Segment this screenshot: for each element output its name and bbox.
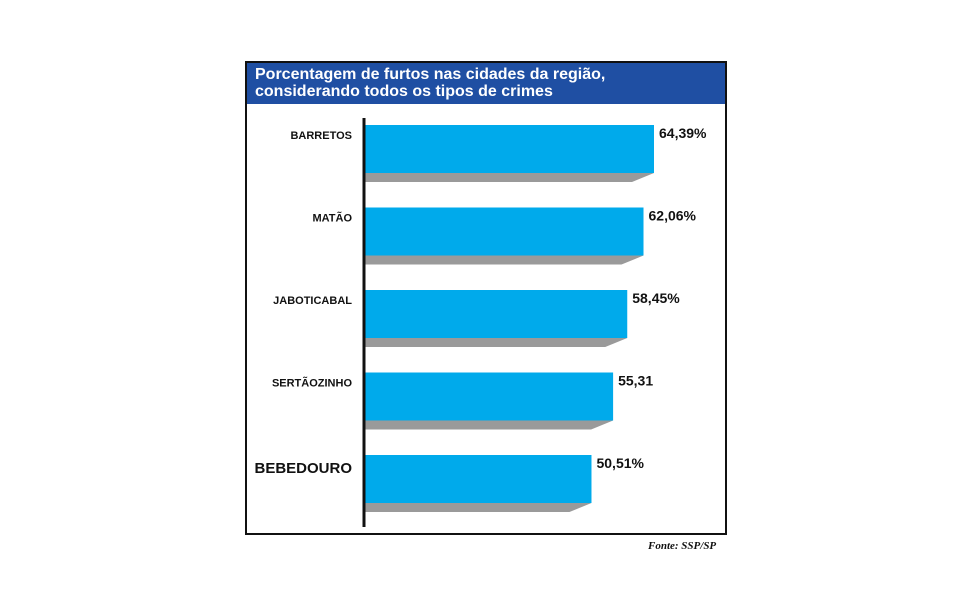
value-label: 58,45%	[632, 290, 680, 306]
bar	[364, 290, 628, 338]
category-label: BEBEDOURO	[254, 460, 352, 477]
category-label: MATÃO	[312, 212, 352, 225]
value-label: 50,51%	[596, 455, 644, 471]
bar	[364, 125, 655, 173]
bar-shadow	[364, 503, 592, 512]
bar-shadow	[364, 420, 614, 430]
category-label: JABOTICABAL	[273, 295, 352, 307]
value-label: 64,39%	[659, 125, 707, 141]
bar-shadow	[364, 173, 655, 182]
value-label: 62,06%	[649, 208, 697, 224]
chart-title: Porcentagem de furtos nas cidades da reg…	[255, 66, 606, 83]
source-note: Fonte: SSP/SP	[648, 540, 717, 552]
chart-subtitle: considerando todos os tipos de crimes	[255, 83, 553, 100]
category-label: SERTÃOZINHO	[272, 377, 353, 390]
bar	[364, 455, 592, 503]
bar-shadow	[364, 338, 628, 347]
bar	[364, 207, 644, 256]
category-label: BARRETOS	[290, 130, 352, 142]
bar-shadow	[364, 255, 644, 265]
bar	[364, 372, 614, 421]
chart-title-bar: Porcentagem de furtos nas cidades da reg…	[247, 63, 725, 104]
value-label: 55,31	[618, 373, 653, 389]
